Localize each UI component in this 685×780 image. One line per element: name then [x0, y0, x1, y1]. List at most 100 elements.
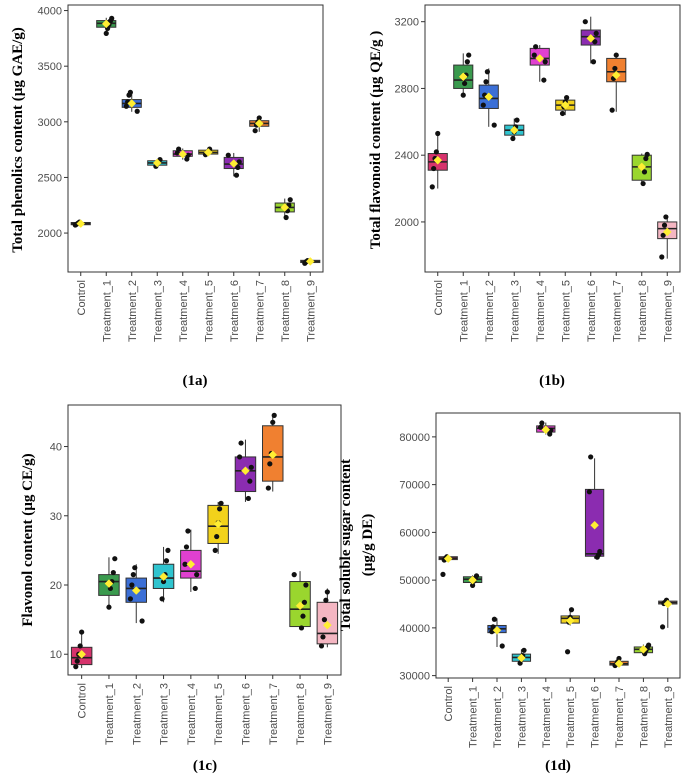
panel-caption: (1b)	[539, 373, 565, 389]
data-point	[110, 569, 116, 576]
box-Control	[70, 219, 91, 228]
x-tick-label: Treatment_2	[127, 280, 139, 342]
x-tick-label: Treatment_9	[305, 280, 317, 342]
data-point	[298, 625, 305, 631]
mean-marker	[663, 599, 673, 609]
x-tick-label: Treatment_4	[541, 686, 553, 748]
box-Treatment_8	[633, 642, 654, 657]
x-tick-label: Treatment_5	[565, 686, 577, 748]
box-Treatment_8	[631, 151, 652, 187]
data-point	[160, 578, 167, 585]
data-point	[593, 30, 599, 36]
data-point	[127, 596, 133, 602]
mean-marker	[509, 125, 519, 135]
x-tick-label: Treatment_7	[611, 280, 623, 342]
data-point	[130, 572, 136, 578]
mean-marker	[127, 99, 137, 108]
data-point	[109, 15, 115, 21]
data-point	[247, 478, 253, 484]
box-Treatment_6	[234, 439, 257, 502]
data-point	[321, 617, 328, 623]
plot-panel	[424, 4, 681, 273]
mean-marker	[590, 520, 599, 530]
plot-panel	[435, 412, 681, 679]
mean-marker	[535, 54, 545, 63]
data-point	[225, 152, 231, 158]
box-Treatment_8	[289, 571, 311, 631]
x-tick-label: Treatment_4	[186, 683, 198, 745]
mean-marker	[131, 586, 141, 595]
data-point	[641, 169, 648, 175]
data-point	[542, 59, 548, 65]
box-Treatment_6	[580, 16, 601, 65]
data-point	[491, 122, 497, 128]
data-point	[588, 454, 594, 460]
box-Treatment_5	[198, 146, 219, 158]
y-tick-label: 10	[50, 649, 62, 661]
panel-1a: 2000 2500 3000 3500 4000 Control Treatment_1 Tr…	[10, 4, 324, 389]
data-point	[267, 461, 273, 467]
data-point	[112, 556, 118, 562]
y-tick-label: 50000	[399, 575, 430, 587]
data-point	[564, 95, 570, 101]
mean-marker	[213, 519, 223, 529]
mean-marker	[433, 155, 443, 165]
data-point	[176, 146, 182, 152]
data-point	[592, 39, 598, 45]
x-tick-label: Treatment_8	[280, 280, 292, 342]
data-point	[139, 618, 145, 624]
data-point	[194, 572, 200, 578]
data-point	[320, 634, 326, 640]
y-axis-label: Total phenolics content (µg GAE/g)	[10, 27, 26, 253]
x-tick-label: Treatment_2	[492, 686, 504, 748]
y-tick-label: 40000	[399, 623, 430, 635]
mean-marker	[565, 616, 575, 626]
data-point	[77, 643, 83, 649]
mean-marker	[586, 34, 596, 43]
data-point	[464, 59, 470, 65]
mean-marker	[241, 466, 250, 476]
mean-marker	[104, 579, 114, 588]
data-point	[271, 412, 277, 418]
mean-marker	[229, 159, 239, 168]
box-Treatment_1	[453, 52, 474, 98]
box-Treatment_7	[609, 655, 629, 669]
data-point	[217, 506, 223, 512]
data-point	[127, 89, 133, 95]
data-point	[510, 135, 516, 142]
x-tick-label: Treatment_5	[203, 280, 215, 342]
data-point	[660, 232, 666, 238]
mean-marker	[254, 119, 264, 128]
x-tick-label: Treatment_3	[159, 683, 171, 745]
y-tick-label: 60000	[399, 527, 430, 539]
data-point	[440, 571, 446, 577]
mean-marker	[662, 227, 672, 237]
mean-marker	[468, 575, 477, 585]
data-point	[159, 596, 165, 602]
x-tick-label: Control	[443, 686, 455, 721]
y-axis-label: Flavonol content (µg CE/g)	[20, 453, 36, 626]
data-point	[318, 643, 325, 649]
x-tick-label: Treatment_7	[254, 280, 266, 342]
box-Treatment_4	[180, 528, 202, 592]
data-point	[559, 110, 566, 117]
data-point	[541, 77, 547, 83]
box-Control	[70, 629, 93, 670]
data-point	[612, 65, 618, 72]
box-Treatment_5	[207, 500, 229, 554]
data-point	[300, 613, 306, 619]
data-point	[182, 561, 188, 567]
box-Treatment_9	[658, 597, 678, 630]
data-point	[531, 52, 537, 58]
box-Treatment_3	[147, 157, 168, 169]
panel-1c: 10 20 30 40 Control Treatment_1 Treatment_2 Tre…	[20, 404, 342, 774]
box-Treatment_8	[274, 197, 295, 221]
mean-marker	[101, 19, 111, 29]
box-Treatment_4	[529, 44, 550, 83]
mean-marker	[484, 92, 494, 102]
data-point	[582, 19, 588, 25]
data-point	[163, 558, 170, 564]
data-point	[256, 115, 262, 121]
data-point	[609, 107, 615, 113]
box-Treatment_7	[249, 115, 270, 134]
